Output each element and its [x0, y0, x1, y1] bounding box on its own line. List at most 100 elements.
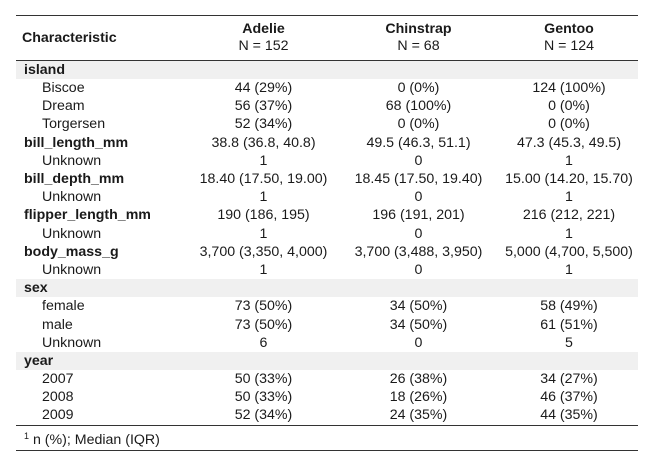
row-label: year [16, 351, 190, 370]
table-row: Torgersen 52 (34%) 0 (0%) 0 (0%) [16, 115, 638, 133]
table-footer: 1 n (%); Median (IQR) [16, 425, 638, 451]
table-row: Unknown 1 0 1 [16, 261, 638, 279]
cell-value: 190 (186, 195) [217, 207, 310, 224]
table-body: island Biscoe 44 (29%) 0 (0%) 124 (100%) Drea… [16, 60, 638, 426]
header-group-chinstrap: Chinstrap N = 68 [337, 16, 500, 61]
cell-value: 44 (35%) [540, 407, 598, 424]
footnote: 1 n (%); Median (IQR) [16, 425, 638, 450]
cell-value: 38.8 (36.8, 40.8) [211, 134, 316, 151]
table-row: Biscoe 44 (29%) 0 (0%) 124 (100%) [16, 79, 638, 97]
summary-table-container: Characteristic Adelie N = 152 Chinstrap … [16, 15, 638, 451]
cell-value: 1 [565, 152, 573, 169]
row-label: Unknown [42, 225, 102, 242]
group-count: N = 68 [397, 38, 440, 54]
footnote-text: n (%); Median (IQR) [32, 431, 160, 448]
cell-value [500, 351, 638, 370]
group-count: N = 152 [238, 38, 289, 54]
cell-value: 46 (37%) [540, 389, 598, 406]
cell-value: 3,700 (3,350, 4,000) [199, 243, 328, 260]
cell-value [337, 351, 500, 370]
row-label: Unknown [42, 189, 102, 206]
group-name: Gentoo [544, 21, 594, 37]
summary-table: Characteristic Adelie N = 152 Chinstrap … [16, 15, 638, 451]
row-label: Biscoe [42, 80, 85, 97]
row-label: Dream [42, 98, 85, 115]
group-header-row: island [16, 60, 638, 79]
cell-value: 34 (27%) [540, 371, 598, 388]
row-label: Torgersen [42, 116, 106, 133]
cell-value [190, 60, 337, 79]
row-label: body_mass_g [24, 243, 119, 260]
cell-value: 24 (35%) [389, 407, 448, 424]
cell-value: 18 (26%) [389, 389, 448, 406]
group-count: N = 124 [543, 38, 595, 54]
cell-value: 44 (29%) [234, 80, 293, 97]
cell-value: 52 (34%) [234, 407, 293, 424]
cell-value: 0 [414, 189, 423, 206]
cell-value: 0 (0%) [548, 116, 590, 133]
cell-value: 47.3 (45.3, 49.5) [516, 134, 622, 151]
cell-value [190, 351, 337, 370]
cell-value [190, 279, 337, 298]
cell-value: 34 (50%) [389, 298, 448, 315]
table-header: Characteristic Adelie N = 152 Chinstrap … [16, 15, 638, 61]
footnote-marker: 1 [24, 430, 30, 441]
row-label: Unknown [42, 152, 102, 169]
cell-value: 1 [565, 261, 573, 278]
table-row: female 73 (50%) 34 (50%) 58 (49%) [16, 297, 638, 315]
variable-row: flipper_length_mm 190 (186, 195) 196 (191,… [16, 206, 638, 224]
cell-value: 0 (0%) [548, 98, 590, 115]
cell-value: 73 (50%) [234, 316, 293, 333]
cell-value: 1 [565, 189, 573, 206]
cell-value: 0 [414, 334, 423, 351]
cell-value: 5 [565, 334, 573, 351]
group-header-row: sex [16, 279, 638, 298]
cell-value: 1 [259, 261, 268, 278]
row-label: bill_depth_mm [24, 171, 125, 188]
cell-value: 58 (49%) [540, 298, 598, 315]
table-row: Dream 56 (37%) 68 (100%) 0 (0%) [16, 97, 638, 115]
table-row: Unknown 1 0 1 [16, 225, 638, 243]
variable-row: bill_length_mm 38.8 (36.8, 40.8) 49.5 (46.… [16, 134, 638, 152]
cell-value: 6 [259, 334, 268, 351]
cell-value: 18.40 (17.50, 19.00) [199, 171, 328, 188]
header-row: Characteristic Adelie N = 152 Chinstrap … [16, 15, 638, 61]
cell-value: 56 (37%) [234, 98, 293, 115]
cell-value: 0 (0%) [397, 116, 440, 133]
header-group-adelie: Adelie N = 152 [190, 16, 337, 61]
table-row: male 73 (50%) 34 (50%) 61 (51%) [16, 315, 638, 333]
cell-value: 26 (38%) [389, 371, 448, 388]
cell-value: 0 [414, 225, 423, 242]
header-characteristic: Characteristic [22, 29, 117, 46]
cell-value: 34 (50%) [389, 316, 448, 333]
row-label: male [42, 316, 73, 333]
cell-value: 5,000 (4,700, 5,500) [505, 243, 633, 260]
cell-value [500, 279, 638, 298]
row-label: island [16, 60, 190, 79]
cell-value: 0 (0%) [397, 80, 440, 97]
table-row: Unknown 6 0 5 [16, 334, 638, 352]
variable-row: bill_depth_mm 18.40 (17.50, 19.00) 18.45 (… [16, 170, 638, 188]
cell-value: 52 (34%) [234, 116, 293, 133]
cell-value: 1 [259, 225, 268, 242]
cell-value [337, 60, 500, 79]
table-row: 2007 50 (33%) 26 (38%) 34 (27%) [16, 370, 638, 388]
row-label: Unknown [42, 334, 102, 351]
cell-value: 0 [414, 152, 423, 169]
cell-value: 1 [259, 189, 268, 206]
row-label: sex [16, 279, 190, 298]
cell-value: 124 (100%) [532, 80, 606, 97]
group-name: Adelie [242, 21, 285, 37]
header-group-gentoo: Gentoo N = 124 [500, 16, 638, 61]
row-label: 2007 [42, 371, 74, 388]
cell-value: 0 [414, 261, 423, 278]
cell-value: 1 [565, 225, 573, 242]
cell-value: 73 (50%) [234, 298, 293, 315]
table-row: Unknown 1 0 1 [16, 188, 638, 206]
cell-value [500, 60, 638, 79]
cell-value: 68 (100%) [385, 98, 452, 115]
row-label: bill_length_mm [24, 134, 129, 151]
row-label: 2008 [42, 389, 74, 406]
row-label: flipper_length_mm [24, 207, 151, 224]
footnote-row: 1 n (%); Median (IQR) [16, 425, 638, 451]
